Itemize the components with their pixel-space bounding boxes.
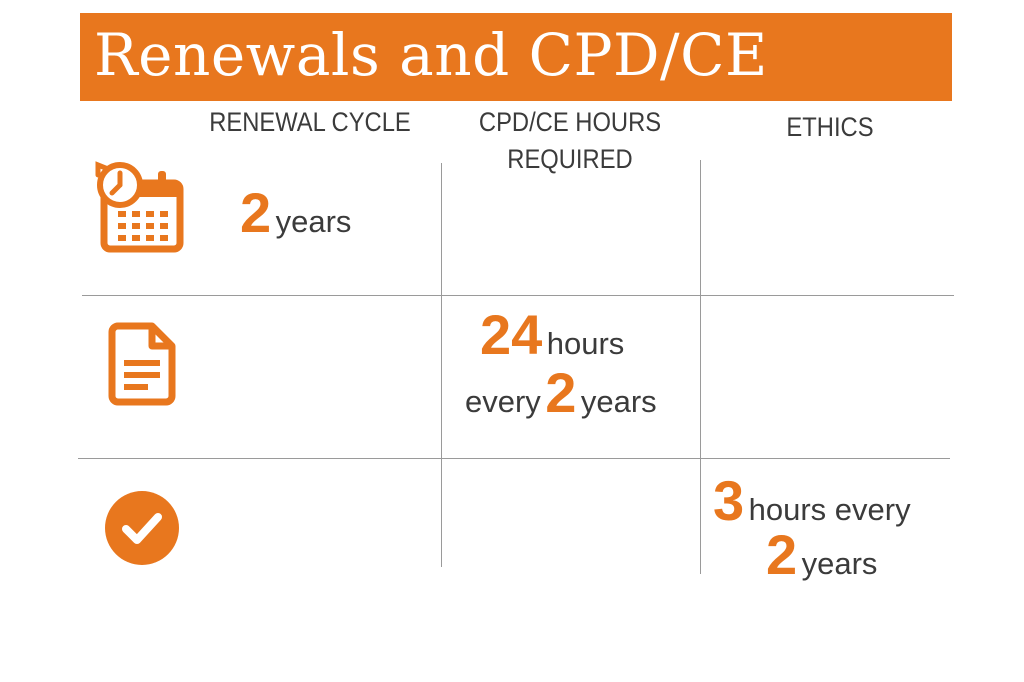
title-bar: Renewals and CPD/CE: [80, 13, 952, 101]
cpd-period-value: 2: [545, 361, 577, 424]
header-cpd-line1: CPD/CE HOURS: [478, 107, 662, 137]
header-cpd-hours: CPD/CE HOURS REQUIRED: [447, 104, 693, 178]
page-title: Renewals and CPD/CE: [94, 21, 768, 89]
document-icon: [108, 322, 176, 406]
calendar-clock-icon: [95, 161, 184, 253]
cpd-hours-value: 24: [480, 303, 543, 366]
renewal-unit: years: [275, 204, 352, 239]
ethics-period-value: 2: [766, 523, 798, 586]
checkmark-circle-icon: [105, 491, 179, 565]
cpd-value-line1: 24 hours: [480, 302, 624, 367]
renewal-value: 2: [240, 181, 272, 244]
divider-horizontal-1: [82, 295, 954, 296]
cpd-period-unit: years: [580, 384, 657, 419]
ethics-value-line1: 3 hours every: [713, 468, 911, 533]
cpd-every-text: every: [465, 384, 541, 419]
ethics-value-line2: 2 years: [766, 522, 877, 587]
cpd-value-line2: every 2 years: [465, 360, 657, 425]
renewal-value-cell: 2 years: [240, 180, 351, 245]
divider-vertical-2: [700, 160, 701, 574]
divider-horizontal-2: [78, 458, 950, 459]
divider-vertical-1a: [441, 163, 442, 567]
header-ethics: ETHICS: [786, 112, 874, 142]
ethics-hours-text: hours every: [748, 492, 911, 527]
ethics-hours-value: 3: [713, 469, 745, 532]
cpd-hours-unit: hours: [546, 326, 625, 361]
header-renewal-cycle: RENEWAL CYCLE: [209, 107, 411, 137]
header-cpd-line2: REQUIRED: [507, 144, 633, 174]
ethics-period-unit: years: [801, 546, 878, 581]
